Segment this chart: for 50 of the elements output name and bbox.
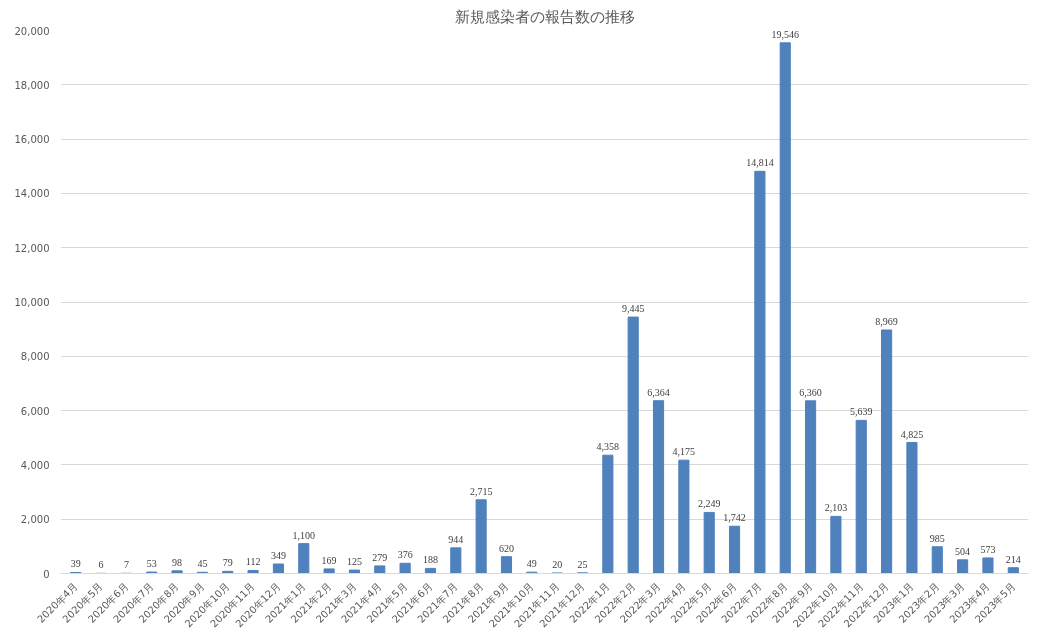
data-label: 1,742 [723,512,746,524]
data-label: 1,100 [292,529,316,541]
y-tick-label: 0 [43,568,50,580]
data-label: 45 [197,558,208,570]
y-tick-label: 2,000 [20,514,50,526]
chart-title: 新規感染者の報告数の推移 [454,7,635,26]
y-tick-label: 16,000 [14,134,50,146]
data-label: 279 [372,551,388,563]
y-tick-label: 20,000 [14,25,50,37]
data-label: 620 [498,542,514,554]
data-label: 6,360 [799,386,822,398]
data-label: 49 [526,558,537,570]
data-label: 214 [1005,553,1021,565]
data-label: 573 [980,543,996,555]
data-label: 376 [397,549,413,561]
y-tick-label: 18,000 [14,79,50,91]
y-tick-label: 14,000 [14,188,50,200]
data-label: 125 [346,556,362,568]
y-tick-label: 8,000 [20,351,50,363]
data-label: 7 [123,559,129,571]
y-tick-label: 10,000 [14,297,50,308]
data-label: 39 [70,558,81,570]
data-label: 8,969 [875,315,898,327]
data-label: 20 [552,558,563,570]
data-label: 14,814 [746,157,774,169]
data-label: 53 [146,558,157,570]
data-label: 2,249 [697,498,721,510]
data-label: 2,715 [469,485,493,497]
data-label: 25 [577,558,588,570]
data-label: 4,825 [900,428,924,440]
data-label: 188 [422,554,438,566]
data-label: 4,175 [672,446,696,458]
data-label: 2,103 [824,502,848,514]
data-label: 6,364 [647,386,670,398]
y-tick-label: 12,000 [14,242,50,254]
data-label: 19,546 [771,28,799,40]
data-label: 79 [222,557,233,569]
y-tick-label: 6,000 [20,405,50,417]
data-label: 504 [955,545,971,557]
data-label: 98 [172,556,183,568]
data-label: 112 [245,556,261,568]
data-label: 5,639 [850,406,873,418]
data-label: 4,358 [596,441,620,453]
data-label: 349 [270,550,286,562]
data-label: 985 [929,532,945,544]
data-label: 944 [448,533,464,545]
data-label: 6 [98,559,104,571]
y-tick-label: 4,000 [20,459,50,471]
data-label: 169 [321,554,337,566]
data-label: 9,445 [621,303,645,315]
